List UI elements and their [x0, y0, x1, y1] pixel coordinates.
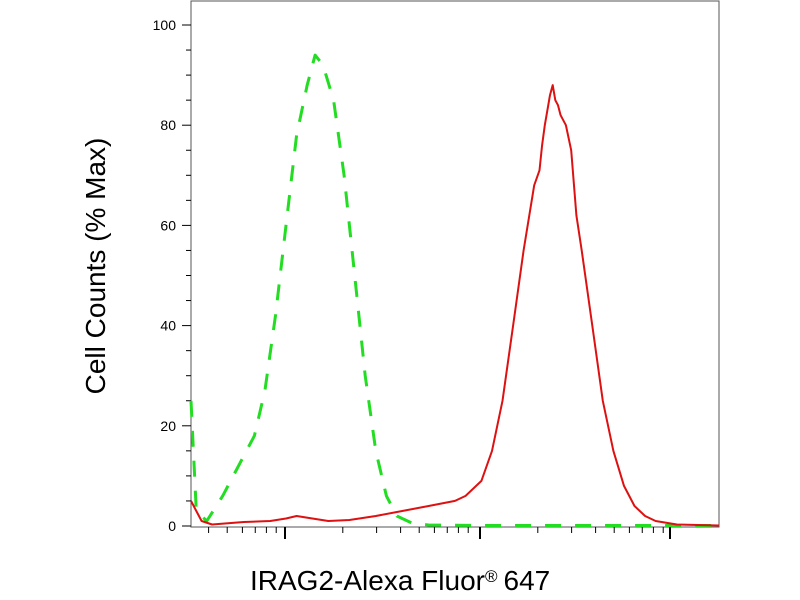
y-tick-label: 60	[160, 217, 176, 233]
y-axis: 0 20 40 60 80 100	[153, 17, 191, 534]
y-tick-label: 40	[160, 318, 176, 334]
plot-frame	[190, 0, 720, 528]
x-axis-title-mark: ®	[485, 567, 498, 586]
x-axis-title-main: IRAG2-Alexa Fluor	[250, 565, 485, 596]
x-axis-title-suffix: 647	[504, 565, 551, 596]
y-tick-label: 100	[153, 17, 177, 33]
y-tick-label: 80	[160, 117, 176, 133]
y-axis-title: Cell Counts (% Max)	[80, 138, 111, 395]
series-solid-red	[190, 84, 720, 527]
y-tick-label: 20	[160, 418, 176, 434]
x-axis-title: IRAG2-Alexa Fluor® 647	[250, 565, 550, 596]
x-axis	[208, 527, 671, 539]
series-dashed-green	[189, 53, 719, 527]
series-layer	[189, 53, 720, 527]
y-tick-label: 0	[168, 518, 176, 534]
